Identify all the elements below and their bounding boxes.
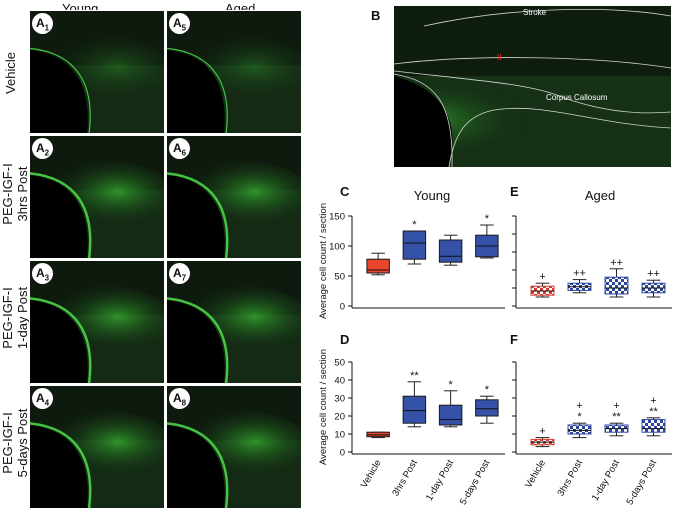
micrograph-a6: A6 [166, 135, 302, 259]
box-1-day-post [438, 239, 463, 263]
x-tick-label: 1-day Post [590, 458, 622, 503]
panel-label-a3: A3 [32, 263, 53, 284]
box-3hrs-post [402, 230, 427, 260]
y-axis-label: Average cell count / section [318, 349, 329, 465]
box-5-days-post [475, 399, 499, 417]
x-tick-label: 3hrs Post [390, 458, 420, 499]
box-1-day-post [438, 404, 463, 426]
panel-label-letter: A [35, 16, 45, 30]
box-1-day-post [604, 276, 629, 295]
x-tick-label: Vehicle [359, 458, 384, 490]
y-tick-label: 30 [334, 394, 345, 405]
panel-label-c: C [340, 184, 350, 199]
panel-label-letter: A [172, 391, 182, 405]
panel-label-a4: A4 [32, 388, 53, 409]
panel-label-letter: A [35, 266, 45, 280]
significance-marker: ++ [647, 268, 660, 280]
significance-marker: + [539, 271, 545, 283]
significance-marker: ** [410, 370, 419, 382]
panel-label-index: 2 [44, 148, 50, 158]
panel-label-index: 4 [44, 398, 50, 408]
micrograph-image [167, 136, 301, 258]
box-5-days-post [641, 419, 666, 433]
micrograph-image [167, 261, 301, 383]
micrograph-a4: A4 [29, 385, 165, 509]
panel-label-a2: A2 [32, 138, 53, 159]
significance-marker: * [412, 219, 417, 231]
x-tick-label: 3hrs Post [556, 458, 586, 499]
y-axis-label: Average cell count / section [318, 203, 329, 319]
chart-title-c: Young [414, 188, 450, 203]
y-tick-label: 40 [334, 376, 345, 387]
region-mark: II [497, 53, 502, 62]
y-tick-label: 0 [340, 302, 345, 313]
panel-b-overview-micrograph: Stroke Corpus Callosum II [394, 6, 671, 167]
panel-label-a5: A5 [169, 13, 190, 34]
panel-label-letter: A [35, 141, 45, 155]
panel-label-index: 1 [44, 23, 50, 33]
box-vehicle [366, 258, 390, 274]
panel-label-letter: A [172, 141, 182, 155]
significance-marker: + [576, 400, 582, 412]
micrograph-image [167, 386, 301, 508]
significance-marker: + [650, 395, 656, 407]
chart-title-e: Aged [585, 188, 615, 203]
panel-label-index: 7 [181, 273, 187, 283]
y-tick-label: 150 [329, 212, 345, 223]
stroke-label: Stroke [523, 8, 547, 17]
x-tick-label: Vehicle [523, 458, 548, 490]
micrograph-a3: A3 [29, 260, 165, 384]
significance-marker: ** [612, 411, 621, 423]
panel-label-index: 8 [181, 398, 187, 408]
panel-label-a1: A1 [32, 13, 53, 34]
micrograph-a5: A5 [166, 10, 302, 134]
corpus-callosum-label: Corpus Callosum [546, 93, 608, 102]
y-tick-label: 50 [334, 358, 345, 369]
box-3hrs-post [402, 395, 427, 424]
significance-marker: ++ [610, 257, 623, 269]
significance-marker: ++ [573, 268, 586, 280]
x-tick-label: 1-day Post [424, 458, 456, 503]
y-tick-label: 50 [334, 272, 345, 283]
significance-marker: * [577, 411, 582, 423]
micrograph-a2: A2 [29, 135, 165, 259]
panel-label-letter: A [172, 16, 182, 30]
x-tick-label: 5-days Post [458, 458, 493, 507]
y-tick-label: 10 [334, 430, 345, 441]
panel-label-f: F [510, 332, 518, 347]
micrograph-image [30, 11, 164, 133]
y-tick-label: 0 [340, 448, 345, 459]
micrograph-image [167, 11, 301, 133]
panel-label-d: D [340, 332, 349, 347]
significance-marker: + [539, 426, 545, 438]
micrograph-image [30, 386, 164, 508]
panel-label-e: E [510, 184, 519, 199]
panel-label-b: B [371, 8, 381, 23]
panel-label-index: 5 [181, 23, 187, 33]
box-3hrs-post [567, 424, 592, 435]
micrograph-a1: A1 [29, 10, 165, 134]
panel-label-letter: A [35, 391, 45, 405]
panel-label-a7: A7 [169, 263, 190, 284]
panel-label-letter: A [172, 266, 182, 280]
significance-marker: * [448, 379, 453, 391]
significance-marker: ** [649, 406, 658, 418]
x-tick-label: 5-days Post [624, 458, 659, 507]
significance-marker: + [613, 400, 619, 412]
y-tick-label: 20 [334, 412, 345, 423]
significance-marker: * [485, 213, 490, 225]
panel-b-image [394, 6, 671, 167]
panel-label-index: 3 [44, 273, 50, 283]
panel-label-a8: A8 [169, 388, 190, 409]
y-tick-label: 100 [329, 242, 345, 253]
panel-label-index: 6 [181, 148, 187, 158]
micrograph-image [30, 136, 164, 258]
micrograph-a8: A8 [166, 385, 302, 509]
panel-label-a6: A6 [169, 138, 190, 159]
micrograph-a7: A7 [166, 260, 302, 384]
significance-marker: * [485, 384, 490, 396]
micrograph-image [30, 261, 164, 383]
